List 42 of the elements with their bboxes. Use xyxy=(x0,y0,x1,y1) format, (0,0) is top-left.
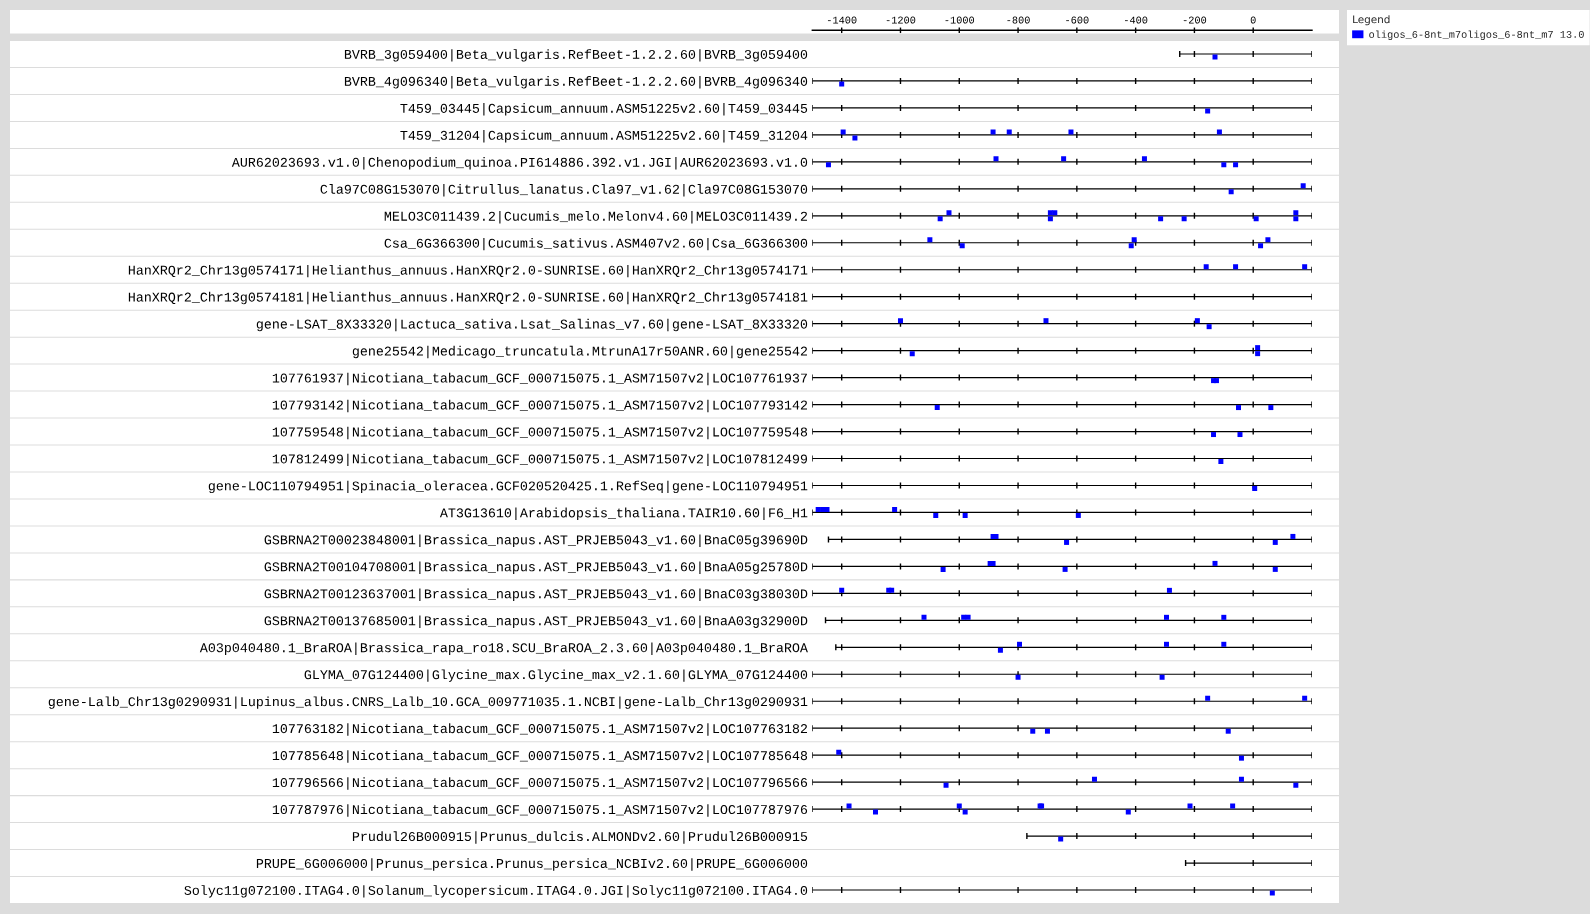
y-tick-label: PRUPE_6G006000|Prunus_persica.Prunus_persica_NCBIv2.60|PRUPE_6G006000 xyxy=(256,858,808,871)
y-tick-label: Cla97C08G153070|Citrullus_lanatus.Cla97_v1.62|Cla97C08G153070 xyxy=(320,184,808,197)
y-tick-label: GSBRNA2T00104708001|Brassica_napus.AST_PRJEB5043_v1.60|BnaA05g25780D xyxy=(264,561,808,574)
legend-title: Legend xyxy=(1353,15,1390,26)
y-tick-label: 107761937|Nicotiana_tabacum_GCF_000715075.1_ASM71507v2|LOC107761937 xyxy=(272,372,807,386)
x-tick-label: -1400 xyxy=(827,16,857,24)
y-tick-label: 107785648|Nicotiana_tabacum_GCF_000715075.1_ASM71507v2|LOC107785648 xyxy=(272,750,808,763)
y-tick-label: GSBRNA2T00137685001|Brassica_napus.AST_PRJEB5043_v1.60|BnaA03g32900D xyxy=(264,615,808,628)
y-tick-label: GSBRNA2T00123637001|Brassica_napus.AST_PRJEB5043_v1.60|BnaC03g38030D xyxy=(264,588,808,601)
y-tick-label: T459_03445|Capsicum_annuum.ASM51225v2.60|T459_03445 xyxy=(400,103,808,116)
y-tick-label: 107812499|Nicotiana_tabacum_GCF_000715075.1_ASM71507v2|LOC107812499 xyxy=(272,453,808,467)
y-tick-label: Csa_6G366300|Cucumis_sativus.ASM407v2.60|Csa_6G366300 xyxy=(384,237,808,251)
y-tick-label: Solyc11g072100.ITAG4.0|Solanum_lycopersicum.ITAG4.0.JGI|Solyc11g072100.ITAG4.0 xyxy=(184,885,808,898)
y-tick-label: gene-Lalb_Chr13g0290931|Lupinus_albus.CNRS_Lalb_10.GCA_009771035.1.NCBI|gene-Lalb_Chr13g0290931 xyxy=(48,696,808,709)
y-tick-label: AUR62023693.v1.0|Chenopodium_quinoa.PI614886.392.v1.JGI|AUR62023693.v1.0 xyxy=(231,157,808,170)
x-tick-label: -1200 xyxy=(886,16,916,24)
x-tick-label: -1000 xyxy=(945,16,975,24)
y-tick-label: 107759548|Nicotiana_tabacum_GCF_000715075.1_ASM71507v2|LOC107759548 xyxy=(272,426,808,440)
y-tick-label: 107787976|Nicotiana_tabacum_GCF_000715075.1_ASM71507v2|LOC107787976 xyxy=(272,804,808,817)
y-tick-label: GSBRNA2T00023848001|Brassica_napus.AST_PRJEB5043_v1.60|BnaC05g39690D xyxy=(264,534,808,548)
y-tick-label: gene-LOC110794951|Spinacia_oleracea.GCF020520425.1.RefSeq|gene-LOC110794951 xyxy=(208,480,808,494)
y-tick-label: A03p040480.1_BraROA|Brassica_rapa_ro18.SCU_BraROA_2.3.60|A03p040480.1_BraROA xyxy=(199,642,808,655)
y-tick-label: 107796566|Nicotiana_tabacum_GCF_000715075.1_ASM71507v2|LOC107796566 xyxy=(272,777,808,790)
y-tick-label: T459_31204|Capsicum_annuum.ASM51225v2.60|T459_31204 xyxy=(400,130,808,143)
y-tick-label: BVRB_4g096340|Beta_vulgaris.RefBeet-1.2.2.60|BVRB_4g096340 xyxy=(344,76,808,89)
y-tick-label: BVRB_3g059400|Beta_vulgaris.RefBeet-1.2.2.60|BVRB_3g059400 xyxy=(344,49,808,62)
x-tick-label: -200 xyxy=(1183,16,1207,24)
y-tick-label: MELO3C011439.2|Cucumis_melo.Melonv4.60|MELO3C011439.2 xyxy=(384,210,808,224)
y-tick-label: HanXRQr2_Chr13g0574181|Helianthus_annuus.HanXRQr2.0-SUNRISE.60|HanXRQr2_Chr13g0574181 xyxy=(128,291,808,305)
y-tick-label: GLYMA_07G124400|Glycine_max.Glycine_max_v2.1.60|GLYMA_07G124400 xyxy=(304,669,808,682)
y-tick-label: Prudul26B000915|Prunus_dulcis.ALMONDv2.60|Prudul26B000915 xyxy=(352,831,808,844)
y-tick-label: 107763182|Nicotiana_tabacum_GCF_000715075.1_ASM71507v2|LOC107763182 xyxy=(272,723,807,736)
y-tick-label: gene25542|Medicago_truncatula.MtrunA17r50ANR.60|gene25542 xyxy=(352,345,808,359)
legend-label: oligos_6-8nt_m7oligos_6-8nt_m7 13.0 xyxy=(1369,30,1584,40)
x-tick-label: 0 xyxy=(1250,16,1256,24)
y-tick-label: 107793142|Nicotiana_tabacum_GCF_000715075.1_ASM71507v2|LOC107793142 xyxy=(272,399,807,413)
y-tick-label: AT3G13610|Arabidopsis_thaliana.TAIR10.60|F6_H1 xyxy=(439,507,808,521)
x-tick-label: -800 xyxy=(1007,16,1030,24)
x-tick-label: -400 xyxy=(1124,16,1148,24)
y-tick-label: gene-LSAT_8X33320|Lactuca_sativa.Lsat_Salinas_v7.60|gene-LSAT_8X33320 xyxy=(256,318,808,332)
y-tick-label: HanXRQr2_Chr13g0574171|Helianthus_annuus.HanXRQr2.0-SUNRISE.60|HanXRQr2_Chr13g0574171 xyxy=(128,264,808,278)
x-tick-label: -600 xyxy=(1066,16,1089,24)
